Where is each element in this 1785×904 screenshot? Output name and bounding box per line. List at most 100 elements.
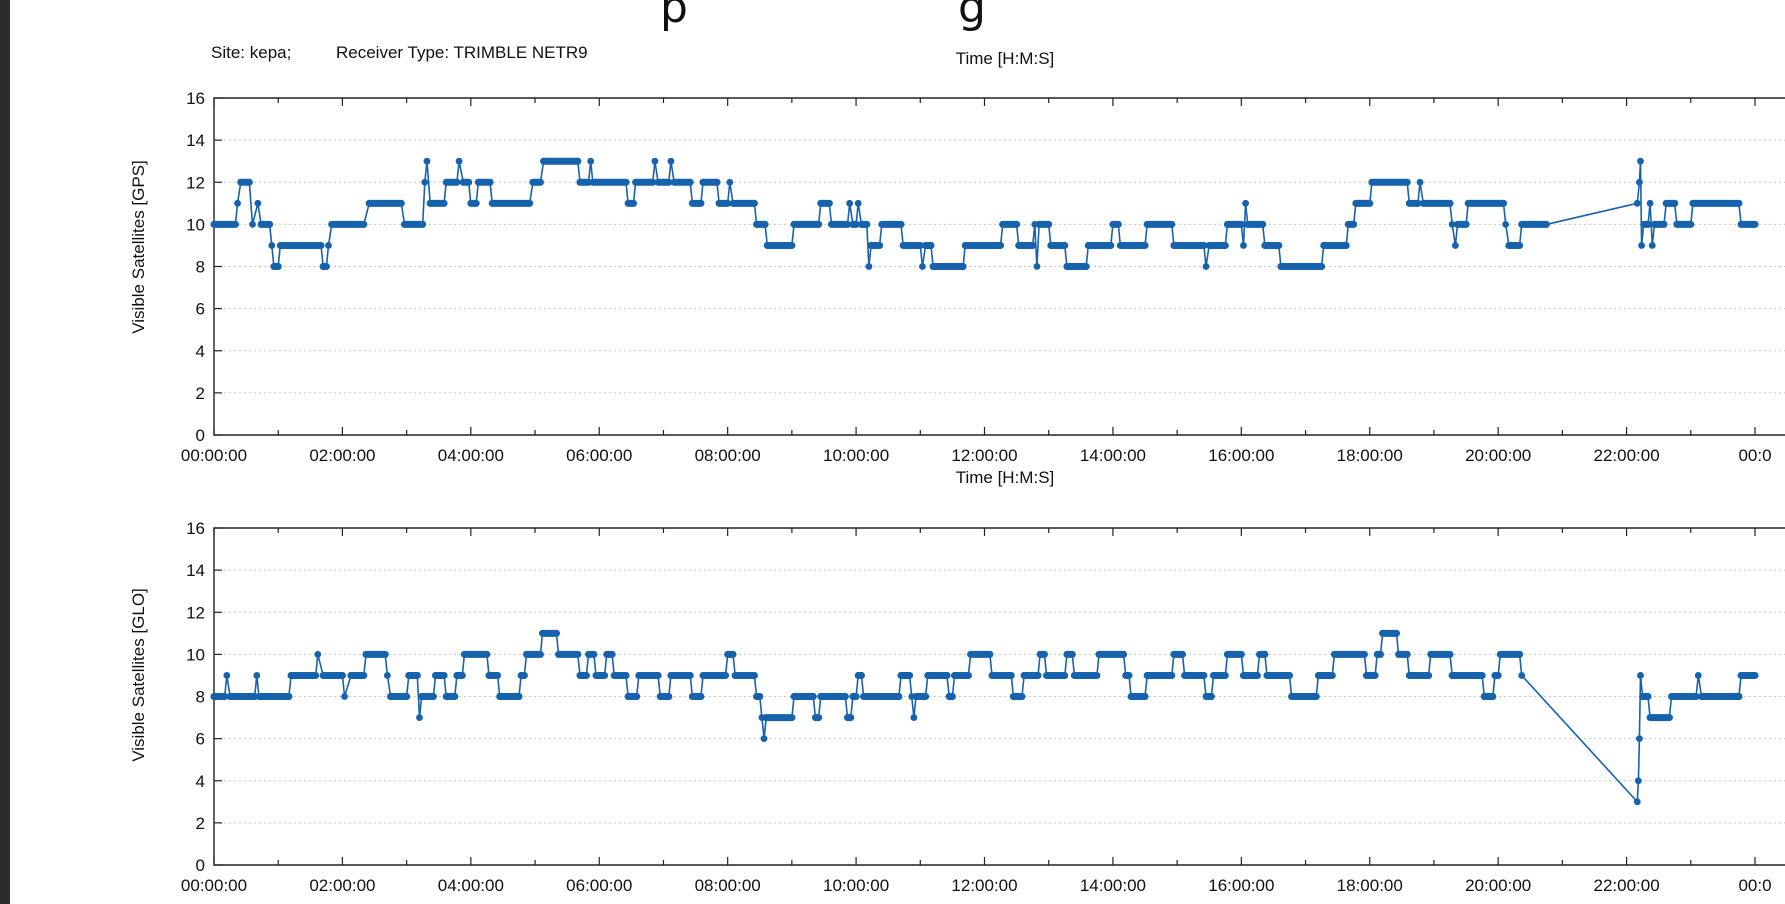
gps-data-point <box>649 178 657 186</box>
glo-data-point <box>860 693 867 700</box>
glo-data-point <box>494 672 501 679</box>
gps-data-point <box>1405 199 1413 207</box>
glo-data-point <box>221 693 229 700</box>
gps-data-point <box>397 199 405 207</box>
glo-data-point <box>817 693 825 700</box>
gps-x-tick-label: 06:00:00 <box>566 446 632 465</box>
glo-data-point <box>1331 650 1338 658</box>
glo-data-point <box>453 672 461 679</box>
gps-data-point <box>697 199 705 207</box>
gps-data-point <box>667 157 675 165</box>
gps-data-point <box>753 220 760 228</box>
glo-data-point <box>635 672 643 679</box>
glo-data-point <box>381 650 389 658</box>
gps-data-point <box>1045 220 1053 228</box>
gps-data-point <box>844 220 851 228</box>
gps-data-point <box>249 220 256 228</box>
gps-data-point <box>670 178 678 186</box>
gps-data-point <box>699 178 707 186</box>
glo-y-tick-label: 14 <box>186 561 205 580</box>
gps-data-point <box>1141 242 1149 249</box>
gps-data-point <box>899 242 907 249</box>
glo-data-point <box>253 672 261 679</box>
glo-data-point <box>1263 672 1271 679</box>
gps-data-point <box>266 220 274 228</box>
glo-x-tick-label: 16:00:00 <box>1208 876 1274 895</box>
gps-x-tick-label: 04:00:00 <box>438 446 504 465</box>
glo-data-point <box>1007 672 1015 679</box>
gps-data-point <box>1637 157 1644 165</box>
glo-data-point <box>847 714 855 721</box>
glonass-plot: Visible Satellites [GLO] 0 2 4 6 8 10 12 14 16 00… <box>129 519 1785 895</box>
glo-data-point <box>1034 672 1042 679</box>
gps-data-point <box>465 178 473 186</box>
gps-data-point <box>1419 199 1427 207</box>
gps-data-point <box>1318 263 1325 270</box>
glo-data-point <box>458 672 466 679</box>
glo-data-point <box>287 672 295 679</box>
glo-data-point <box>583 672 590 679</box>
glo-data-point <box>603 650 611 658</box>
glo-data-point <box>633 693 641 700</box>
receiver-type-label: Receiver Type: TRIMBLE NETR9 <box>336 43 588 62</box>
gps-data-point <box>1344 220 1352 228</box>
glo-data-point <box>760 735 768 743</box>
gps-data-point <box>622 178 630 186</box>
glo-data-point <box>362 650 370 658</box>
glo-data-point <box>654 672 662 679</box>
glo-data-point <box>1489 693 1497 700</box>
glo-data-point <box>951 672 958 679</box>
glo-data-point <box>223 672 231 679</box>
glo-data-point <box>520 672 528 679</box>
gps-data-point <box>1446 199 1454 207</box>
glo-data-point <box>1478 672 1486 679</box>
top-axis-label: Time [H:M:S] <box>956 49 1055 68</box>
glo-data-point <box>1425 672 1433 679</box>
gps-data-point <box>257 220 265 228</box>
glo-data-point <box>485 672 493 679</box>
gps-data-point <box>1651 220 1658 228</box>
glo-data-point <box>1063 650 1071 658</box>
gps-data-point <box>1202 263 1210 270</box>
gps-data-point <box>1671 199 1679 207</box>
gps-data-point <box>825 199 833 207</box>
gps-data-point <box>854 199 862 207</box>
glo-data-point <box>1125 672 1133 679</box>
glo-data-point <box>314 650 322 658</box>
gps-data-point <box>1114 220 1122 228</box>
glo-data-point <box>403 693 411 700</box>
gps-data-point <box>858 220 865 228</box>
gps-data-point <box>328 220 336 228</box>
gps-data-point <box>442 178 450 186</box>
gps-data-point <box>1403 178 1411 186</box>
glo-x-tick-label: 14:00:00 <box>1080 876 1146 895</box>
gps-data-point <box>254 199 262 207</box>
glo-data-point <box>1698 693 1705 700</box>
glo-data-point <box>686 672 694 679</box>
glo-data-point <box>1200 672 1208 679</box>
gps-data-point <box>817 199 825 207</box>
glo-data-point <box>226 693 234 700</box>
gps-data-point <box>1221 242 1229 249</box>
glo-data-point <box>440 672 448 679</box>
glo-data-point <box>451 693 459 700</box>
gps-data-point <box>852 220 860 228</box>
glo-data-point <box>809 693 817 700</box>
gps-data-point <box>360 220 368 228</box>
gps-y-tick-label: 16 <box>186 89 205 108</box>
glo-x-tick-label: 06:00:00 <box>566 876 632 895</box>
glo-data-point <box>585 650 592 658</box>
gps-data-point <box>788 242 796 249</box>
glo-data-point <box>897 672 905 679</box>
glo-data-point <box>1070 672 1078 679</box>
gps-data-point <box>878 220 886 228</box>
gps-data-point <box>724 199 732 207</box>
gps-data-point <box>654 178 662 186</box>
gps-series-line <box>214 160 1755 268</box>
glo-data-point <box>1360 650 1368 658</box>
gps-y-tick-label: 4 <box>196 342 205 361</box>
gps-data-point <box>1109 220 1117 228</box>
glo-data-point <box>729 650 737 658</box>
gps-data-point <box>210 220 218 228</box>
glo-x-tick-label: 00:00:00 <box>181 876 247 895</box>
